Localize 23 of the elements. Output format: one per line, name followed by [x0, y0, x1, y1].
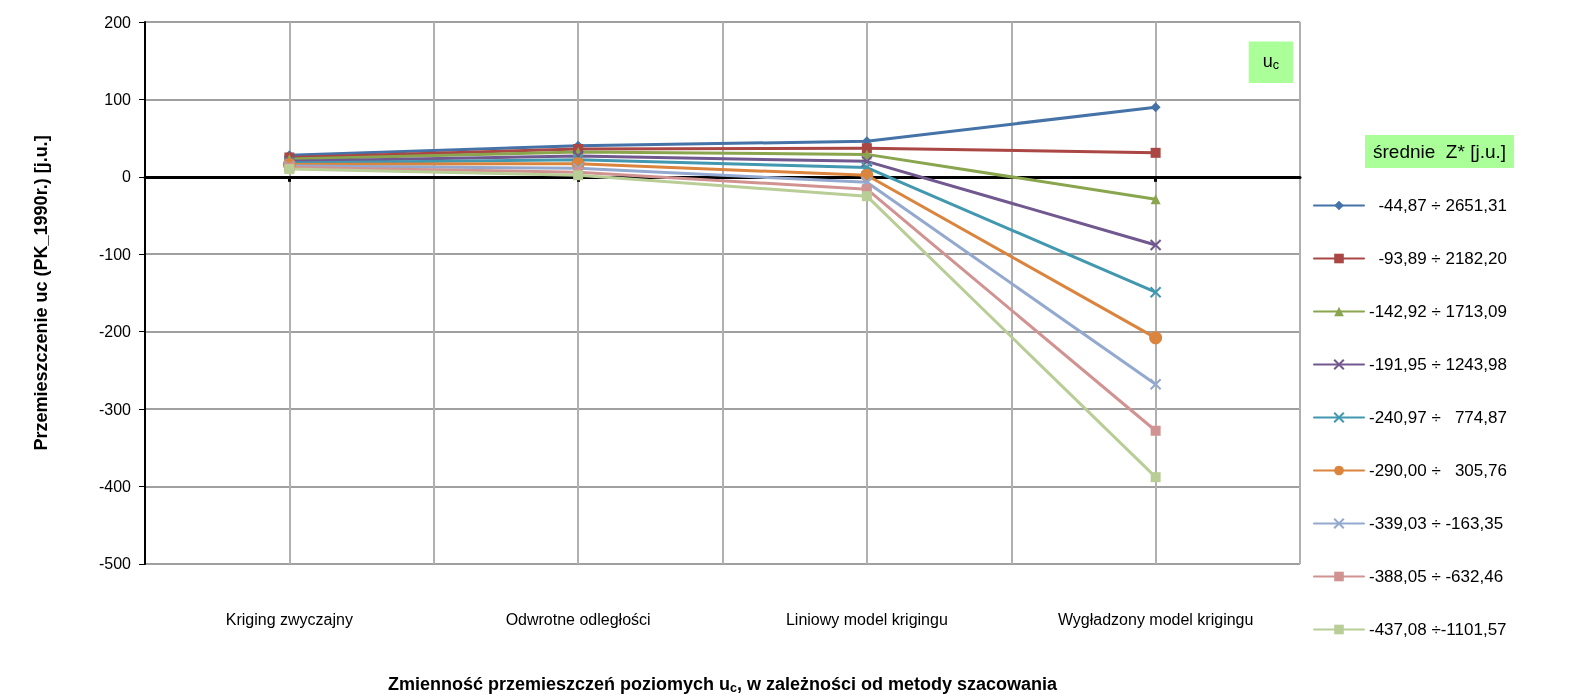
x-tick-label: Wygładzony model krigingu	[1057, 611, 1254, 629]
y-tick-label: 200	[104, 13, 132, 31]
x-tick-label: Liniowy model krigingu	[785, 611, 948, 629]
y-tick-label: -400	[98, 477, 132, 495]
legend-label: -44,87 ÷ 2651,31	[1369, 196, 1507, 215]
legend-label: -191,95 ÷ 1243,98	[1369, 355, 1507, 374]
legend-label: -437,08 ÷-1101,57	[1369, 620, 1507, 639]
y-tick-label: -200	[98, 323, 132, 341]
y-tick-label: -100	[98, 245, 132, 263]
y-tick-label: 100	[104, 90, 132, 108]
y-tick-label: -500	[98, 555, 132, 573]
legend-label: -388,05 ÷ -632,46	[1369, 567, 1504, 586]
y-axis-title: Przemieszczenie uc (PK_1990r.) [j.u.]	[31, 135, 51, 451]
y-tick-label: -300	[98, 400, 132, 418]
legend-label: -290,00 ÷ 305,76	[1369, 461, 1507, 480]
x-tick-label: Odwrotne odległości	[505, 611, 651, 629]
legend-label: -339,03 ÷ -163,35	[1369, 514, 1504, 533]
legend-label: -240,97 ÷ 774,87	[1369, 408, 1507, 427]
legend-label: -142,92 ÷ 1713,09	[1369, 302, 1507, 321]
x-tick-label: Kriging zwyczajny	[225, 611, 353, 629]
legend-label: -93,89 ÷ 2182,20	[1369, 249, 1507, 268]
legend-title: średnie Z* [j.u.]	[1373, 141, 1507, 162]
y-tick-label: 0	[122, 168, 132, 186]
